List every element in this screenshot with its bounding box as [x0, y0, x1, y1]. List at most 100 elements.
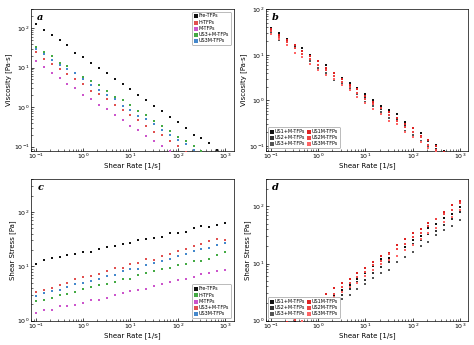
- Fre-TFPs: [56, 255, 64, 260]
- US1M-TFPs: [370, 260, 377, 265]
- US2M-TFPs: [417, 135, 424, 140]
- US1+M-TFPs: [314, 303, 322, 308]
- US3+M-TFPs: [56, 60, 64, 65]
- Fre-TFPs: [190, 132, 197, 138]
- US3M-TFPs: [417, 139, 424, 144]
- M-TFPs: [79, 92, 87, 97]
- Fre-TFPs: [158, 108, 166, 113]
- US3+M-TFPs: [401, 254, 409, 259]
- US1M-TFPs: [306, 53, 314, 59]
- US3M-TFPs: [409, 134, 417, 140]
- US2M-TFPs: [370, 262, 377, 267]
- Fre-TFPs: [64, 42, 71, 48]
- US3M-TFPs: [456, 168, 464, 174]
- US1M-TFPs: [330, 70, 337, 76]
- US3M-TFPs: [267, 32, 274, 37]
- US1M-TFPs: [456, 198, 464, 204]
- US1+M-TFPs: [283, 36, 291, 41]
- US3+M-TFPs: [48, 53, 56, 59]
- US2+M-TFPs: [322, 304, 330, 309]
- M-TFPs: [95, 297, 103, 302]
- Fre-TFPs: [190, 225, 197, 231]
- US2M-TFPs: [298, 312, 306, 318]
- H-TFPs: [190, 152, 197, 158]
- US3M-TFPs: [314, 305, 322, 311]
- M-TFPs: [72, 86, 79, 91]
- US2M-TFPs: [448, 159, 456, 165]
- X-axis label: Shear Rate [1/s]: Shear Rate [1/s]: [104, 162, 161, 169]
- US3M-TFPs: [377, 261, 385, 267]
- Fre-TFPs: [150, 103, 158, 109]
- US3M-TFPs: [56, 287, 64, 293]
- US3+M-TFPs: [56, 283, 64, 288]
- US2+M-TFPs: [456, 162, 464, 168]
- US2M-TFPs: [267, 28, 274, 34]
- US3+M-TFPs: [291, 330, 298, 335]
- US2M-TFPs: [385, 113, 393, 118]
- US3M-TFPs: [79, 77, 87, 82]
- US1+M-TFPs: [267, 25, 274, 31]
- US3+M-TFPs: [409, 249, 417, 255]
- US2+M-TFPs: [291, 325, 298, 330]
- Fre-TFPs: [198, 224, 205, 229]
- Text: c: c: [37, 184, 43, 193]
- US1M-TFPs: [385, 109, 393, 115]
- US2+M-TFPs: [362, 277, 369, 283]
- US3M-TFPs: [409, 242, 417, 247]
- M-TFPs: [158, 143, 166, 149]
- Fre-TFPs: [87, 60, 95, 66]
- US2M-TFPs: [291, 45, 298, 50]
- US1+M-TFPs: [298, 314, 306, 320]
- US3M-TFPs: [275, 36, 283, 41]
- M-TFPs: [111, 112, 118, 118]
- US2+M-TFPs: [306, 53, 314, 59]
- M-TFPs: [111, 293, 118, 298]
- US3M-TFPs: [291, 50, 298, 56]
- US2+M-TFPs: [377, 264, 385, 270]
- US1M-TFPs: [275, 32, 283, 38]
- US3M-TFPs: [198, 247, 205, 252]
- M-TFPs: [48, 307, 56, 313]
- X-axis label: Shear Rate [1/s]: Shear Rate [1/s]: [339, 333, 396, 339]
- US3+M-TFPs: [338, 296, 346, 302]
- US3+M-TFPs: [206, 153, 213, 159]
- US3+M-TFPs: [190, 243, 197, 249]
- US3+M-TFPs: [283, 42, 291, 48]
- US2+M-TFPs: [385, 260, 393, 265]
- US3+M-TFPs: [338, 80, 346, 86]
- US3+M-TFPs: [158, 254, 166, 259]
- US3M-TFPs: [103, 274, 110, 279]
- US2+M-TFPs: [440, 222, 448, 228]
- H-TFPs: [48, 61, 56, 67]
- US1M-TFPs: [425, 138, 432, 143]
- M-TFPs: [72, 302, 79, 308]
- US3+M-TFPs: [174, 248, 182, 254]
- US3+M-TFPs: [440, 156, 448, 161]
- H-TFPs: [221, 174, 229, 180]
- US3M-TFPs: [190, 248, 197, 254]
- Fre-TFPs: [182, 229, 190, 235]
- US3+M-TFPs: [166, 128, 173, 134]
- US1+M-TFPs: [346, 283, 353, 288]
- US2+M-TFPs: [346, 287, 353, 292]
- US2+M-TFPs: [448, 157, 456, 162]
- M-TFPs: [150, 283, 158, 289]
- US3+M-TFPs: [417, 244, 424, 249]
- M-TFPs: [206, 175, 213, 180]
- US2M-TFPs: [330, 292, 337, 297]
- US2M-TFPs: [298, 51, 306, 56]
- M-TFPs: [79, 300, 87, 306]
- Fre-TFPs: [142, 236, 150, 241]
- H-TFPs: [48, 296, 56, 301]
- US3+M-TFPs: [72, 70, 79, 75]
- US3+M-TFPs: [377, 109, 385, 115]
- US1+M-TFPs: [417, 130, 424, 136]
- US3M-TFPs: [206, 245, 213, 251]
- US3M-TFPs: [370, 106, 377, 111]
- Fre-TFPs: [103, 245, 110, 250]
- US2M-TFPs: [377, 106, 385, 111]
- US2M-TFPs: [362, 97, 369, 102]
- US3+M-TFPs: [448, 160, 456, 166]
- US2M-TFPs: [448, 207, 456, 213]
- M-TFPs: [158, 281, 166, 287]
